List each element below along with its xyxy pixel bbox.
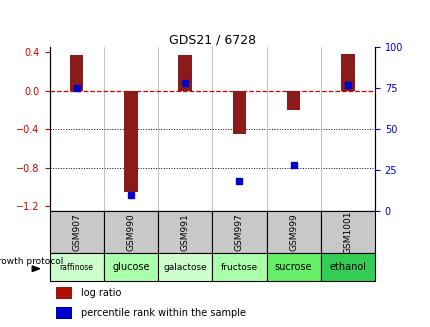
Text: raffinose: raffinose <box>60 263 93 272</box>
Polygon shape <box>32 266 40 271</box>
Text: fructose: fructose <box>220 263 257 272</box>
Bar <box>212 211 266 253</box>
Bar <box>158 211 212 253</box>
Text: ethanol: ethanol <box>329 262 365 272</box>
Text: GSM991: GSM991 <box>180 213 189 251</box>
Bar <box>320 211 374 253</box>
Text: sucrose: sucrose <box>274 262 312 272</box>
Bar <box>266 211 320 253</box>
Title: GDS21 / 6728: GDS21 / 6728 <box>168 33 255 46</box>
Text: GSM990: GSM990 <box>126 213 135 251</box>
Text: GSM907: GSM907 <box>72 213 81 251</box>
Bar <box>56 287 71 299</box>
Bar <box>104 211 158 253</box>
Text: GSM997: GSM997 <box>234 213 243 251</box>
Bar <box>104 253 158 281</box>
Bar <box>286 91 300 110</box>
Bar <box>124 91 137 192</box>
Bar <box>49 253 104 281</box>
Bar <box>232 91 246 134</box>
Text: galactose: galactose <box>163 263 206 272</box>
Bar <box>320 253 374 281</box>
Text: percentile rank within the sample: percentile rank within the sample <box>81 308 246 318</box>
Bar <box>49 211 104 253</box>
Text: glucose: glucose <box>112 262 149 272</box>
Bar <box>340 54 354 91</box>
Bar <box>212 253 266 281</box>
Text: GSM1001: GSM1001 <box>343 210 352 254</box>
Bar <box>56 307 71 318</box>
Text: GSM999: GSM999 <box>289 213 298 251</box>
Bar <box>266 253 320 281</box>
Bar <box>158 253 212 281</box>
Text: log ratio: log ratio <box>81 288 122 298</box>
Bar <box>178 55 191 91</box>
Text: growth protocol: growth protocol <box>0 257 63 266</box>
Bar <box>70 55 83 91</box>
